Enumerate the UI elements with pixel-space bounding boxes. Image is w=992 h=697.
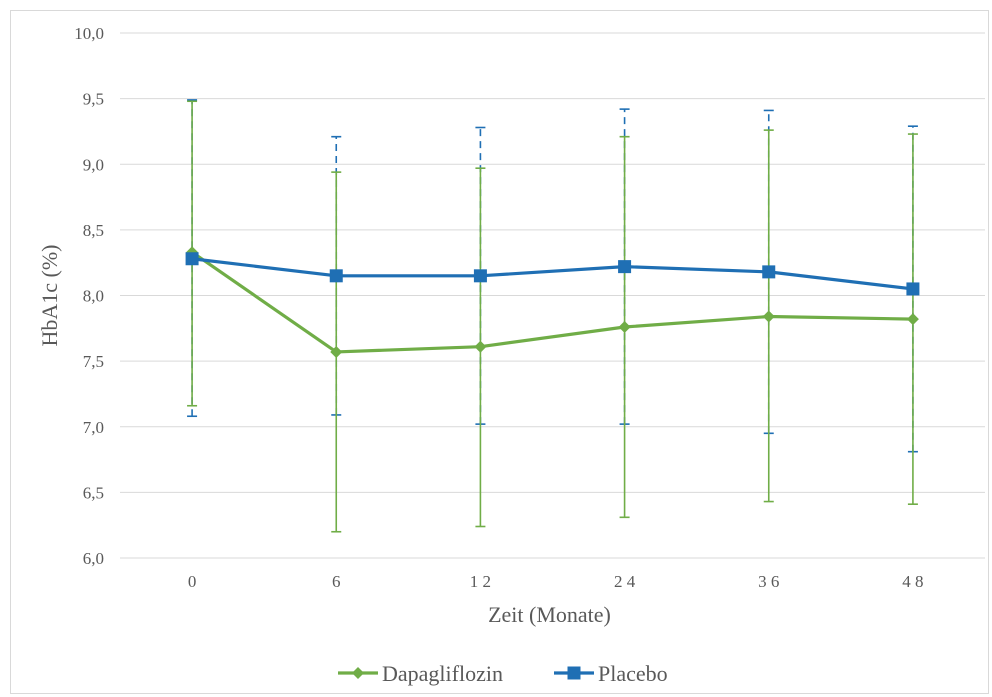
legend-label: Placebo [598, 661, 668, 686]
series-line [191, 250, 913, 354]
y-axis-ticks: 6,0 6,5 7,0 7,5 8,0 8,5 9,0 9,5 10,0 [74, 24, 104, 568]
x-tick-label: 3 6 [758, 572, 779, 591]
data-point [762, 265, 776, 279]
data-point [618, 260, 632, 274]
x-tick-label: 1 2 [470, 572, 491, 591]
data-point [185, 252, 199, 266]
x-axis-title: Zeit (Monate) [488, 602, 611, 627]
legend-marker [352, 667, 364, 679]
x-tick-label: 4 8 [902, 572, 923, 591]
x-axis-ticks: 0 6 1 2 2 4 3 6 4 8 [188, 572, 924, 591]
legend-label: Dapagliflozin [382, 661, 503, 686]
y-tick-label: 9,5 [83, 90, 104, 109]
y-axis-title: HbA1c (%) [37, 244, 62, 346]
y-tick-label: 6,0 [83, 549, 104, 568]
legend: Dapagliflozin Placebo [338, 661, 668, 686]
data-point [762, 310, 775, 323]
data-point [618, 321, 631, 333]
y-tick-label: 10,0 [74, 24, 104, 43]
y-tick-label: 7,0 [83, 418, 104, 437]
x-tick-label: 2 4 [614, 572, 636, 591]
series-markers [185, 246, 920, 358]
y-tick-label: 9,0 [83, 155, 104, 174]
y-tick-label: 8,0 [83, 287, 104, 306]
data-point [906, 313, 919, 326]
data-point [906, 282, 920, 296]
x-tick-label: 6 [332, 572, 341, 591]
x-tick-label: 0 [188, 572, 197, 591]
data-point [473, 269, 487, 283]
series-lines [191, 250, 914, 354]
legend-marker [567, 666, 581, 680]
y-tick-label: 7,5 [83, 352, 104, 371]
data-point [329, 269, 343, 283]
data-point [474, 340, 487, 353]
series-line [191, 257, 914, 291]
y-tick-label: 6,5 [83, 483, 104, 502]
data-point [330, 345, 343, 358]
y-tick-label: 8,5 [83, 221, 104, 240]
chart-frame [10, 10, 989, 694]
gridlines [120, 32, 985, 559]
